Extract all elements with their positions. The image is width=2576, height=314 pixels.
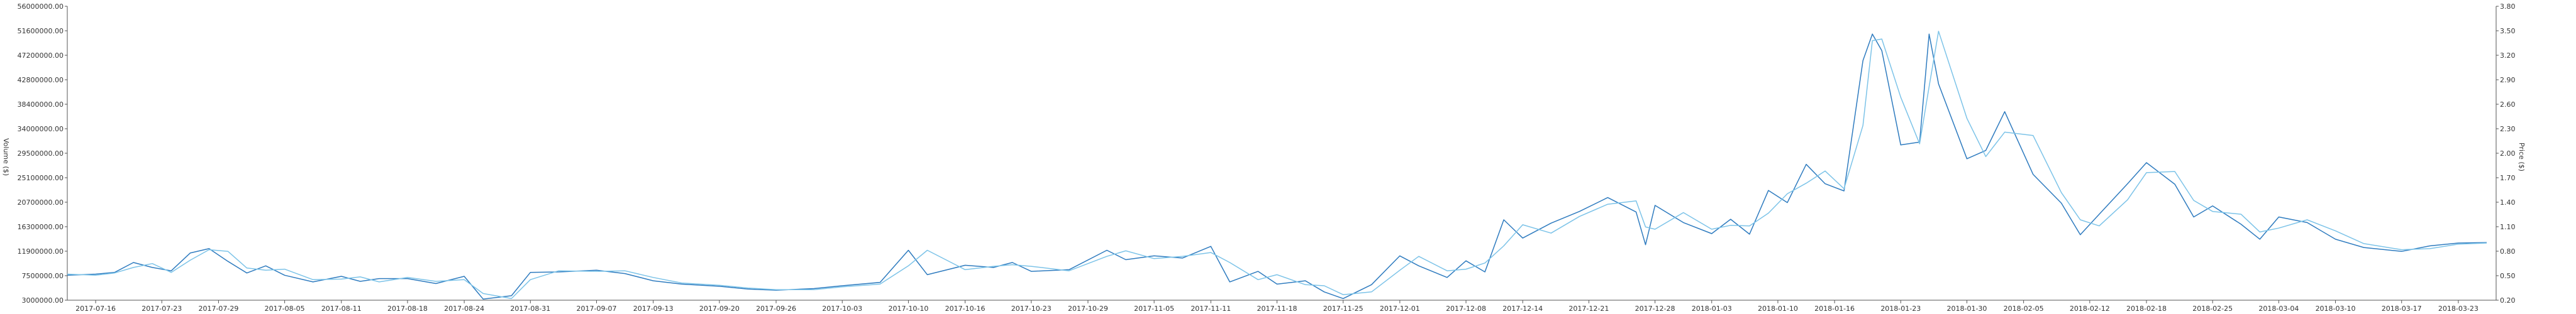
x-tick-label: 2018-01-10 [1758,305,1798,313]
y-right-tick-label: 0.50 [2500,272,2516,280]
y-left-tick-label: 47200000.00 [18,51,64,60]
x-tick-label: 2017-10-23 [1011,305,1052,313]
y-right-tick-label: 2.00 [2500,149,2516,158]
x-tick-label: 2017-12-08 [1446,305,1486,313]
x-tick-label: 2017-08-18 [387,305,428,313]
y-left-tick-label: 34000000.00 [18,125,64,133]
x-tick-label: 2017-08-31 [510,305,550,313]
x-tick-label: 2017-12-14 [1502,305,1543,313]
x-tick-label: 2017-10-16 [945,305,985,313]
x-tick-label: 2017-11-11 [1191,305,1231,313]
y-left-tick-label: 16300000.00 [18,223,64,231]
y-left-tick-label: 38400000.00 [18,100,64,109]
series-line-2 [67,30,2487,300]
y-left-tick-label: 7500000.00 [22,272,64,280]
x-tick-label: 2017-11-18 [1257,305,1297,313]
x-tick-label: 2017-08-05 [265,305,305,313]
x-tick-label: 2018-01-03 [1692,305,1732,313]
y-axis-left-title: Volume ($) [2,138,10,176]
x-tick-label: 2018-03-23 [2438,305,2479,313]
x-tick-label: 2017-10-10 [888,305,928,313]
x-tick-label: 2018-02-18 [2126,305,2167,313]
y-left-tick-label: 20700000.00 [18,198,64,207]
x-tick-label: 2018-02-05 [2004,305,2044,313]
y-axis-right-ticks: 0.20 0.50 0.80 1.10 1.40 1.70 2.00 2.30 2.60 2.90… [2496,3,2516,305]
y-right-tick-label: 1.40 [2500,198,2516,207]
x-tick-label: 2017-09-13 [633,305,674,313]
y-right-tick-label: 0.20 [2500,296,2516,305]
x-tick-label: 2018-03-10 [2316,305,2356,313]
x-tick-label: 2017-08-24 [444,305,484,313]
x-tick-label: 2017-09-20 [699,305,740,313]
x-tick-label: 2017-10-29 [1068,305,1108,313]
x-tick-label: 2018-03-17 [2382,305,2422,313]
x-tick-label: 2018-01-30 [1947,305,1987,313]
y-right-tick-label: 1.70 [2500,174,2516,182]
y-left-tick-label: 56000000.00 [18,3,64,11]
x-axis-ticks: 2017-07-16 2017-07-23 2017-07-29 2017-08-05… [75,300,2479,313]
series-line-1 [67,33,2487,300]
y-left-tick-label: 11900000.00 [18,247,64,256]
x-tick-label: 2017-07-29 [198,305,238,313]
y-left-tick-label: 51600000.00 [18,27,64,35]
x-tick-label: 2018-02-12 [2070,305,2110,313]
axes-group [67,6,2497,301]
y-right-tick-label: 3.50 [2500,27,2516,35]
series-group [67,30,2487,300]
y-left-tick-label: 42800000.00 [18,76,64,84]
y-axis-left-ticks: 3000000.00 7500000.00 11900000.00 16300000.… [18,3,67,305]
x-tick-label: 2017-07-16 [75,305,116,313]
y-right-tick-label: 3.80 [2500,3,2516,11]
x-tick-label: 2017-12-21 [1568,305,1609,313]
y-right-tick-label: 1.10 [2500,223,2516,231]
x-tick-label: 2017-09-07 [577,305,617,313]
x-tick-label: 2017-09-26 [756,305,796,313]
y-right-tick-label: 3.20 [2500,51,2516,60]
y-right-tick-label: 2.90 [2500,76,2516,84]
x-tick-label: 2018-01-23 [1880,305,1921,313]
y-left-tick-label: 29500000.00 [18,149,64,158]
x-tick-label: 2017-11-25 [1323,305,1363,313]
y-left-tick-label: 3000000.00 [22,296,64,305]
y-right-tick-label: 0.80 [2500,247,2516,256]
x-tick-label: 2017-10-03 [822,305,862,313]
x-tick-label: 2018-01-16 [1814,305,1855,313]
x-tick-label: 2017-12-28 [1635,305,1675,313]
x-tick-label: 2017-12-01 [1380,305,1420,313]
y-right-tick-label: 2.30 [2500,125,2516,133]
x-tick-label: 2017-11-05 [1134,305,1174,313]
x-tick-label: 2018-03-04 [2258,305,2299,313]
x-tick-label: 2017-07-23 [142,305,182,313]
y-axis-right-title: Price ($) [2518,143,2526,171]
y-left-tick-label: 25100000.00 [18,174,64,182]
y-right-tick-label: 2.60 [2500,100,2516,109]
x-tick-label: 2017-08-11 [321,305,362,313]
x-tick-label: 2018-02-25 [2192,305,2233,313]
